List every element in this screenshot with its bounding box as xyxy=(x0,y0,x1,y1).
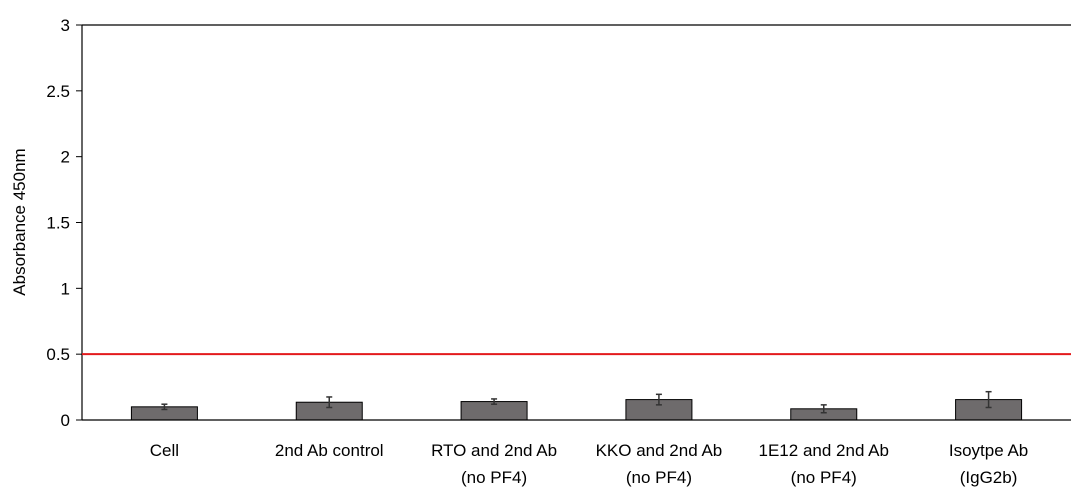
x-category-label-line: Isoytpe Ab xyxy=(949,441,1028,460)
axes xyxy=(81,24,1071,421)
y-axis-title: Absorbance 450nm xyxy=(10,148,29,295)
y-tick-label: 0 xyxy=(61,411,70,430)
bars xyxy=(130,399,1023,421)
y-tick-label: 2.5 xyxy=(46,82,70,101)
y-tick-label: 2 xyxy=(61,148,70,167)
x-category-label: RTO and 2nd Ab (no PF4) xyxy=(431,441,557,487)
x-category-label-line: 1E12 and 2nd Ab xyxy=(759,441,889,460)
x-category-label: 1E12 and 2nd Ab (no PF4) xyxy=(759,441,889,487)
x-category-label-line: RTO and 2nd Ab xyxy=(431,441,557,460)
x-category-label-line: (no PF4) xyxy=(626,468,692,487)
category-labels: Cell 2nd Ab control RTO and 2nd Ab (no PF4)… xyxy=(150,441,1029,487)
y-tick-label: 1 xyxy=(61,279,70,298)
error-bars xyxy=(161,390,992,414)
x-category-label-line: 2nd Ab control xyxy=(275,441,384,460)
x-category-label: Isoytpe Ab (IgG2b) xyxy=(949,441,1028,487)
x-category-label: KKO and 2nd Ab (no PF4) xyxy=(596,441,723,487)
y-axis-ticks: 0 0.5 1 1.5 2 2.5 3 xyxy=(46,16,82,430)
y-tick-label: 0.5 xyxy=(46,345,70,364)
x-category-label-line: KKO and 2nd Ab xyxy=(596,441,723,460)
y-tick-label: 3 xyxy=(61,16,70,35)
x-category-label-line: (no PF4) xyxy=(791,468,857,487)
x-category-label-line: (no PF4) xyxy=(461,468,527,487)
x-category-label-line: (IgG2b) xyxy=(960,468,1018,487)
y-tick-label: 1.5 xyxy=(46,214,70,233)
x-category-label-line: Cell xyxy=(150,441,179,460)
x-category-label: Cell xyxy=(150,441,179,460)
x-category-label: 2nd Ab control xyxy=(275,441,384,460)
